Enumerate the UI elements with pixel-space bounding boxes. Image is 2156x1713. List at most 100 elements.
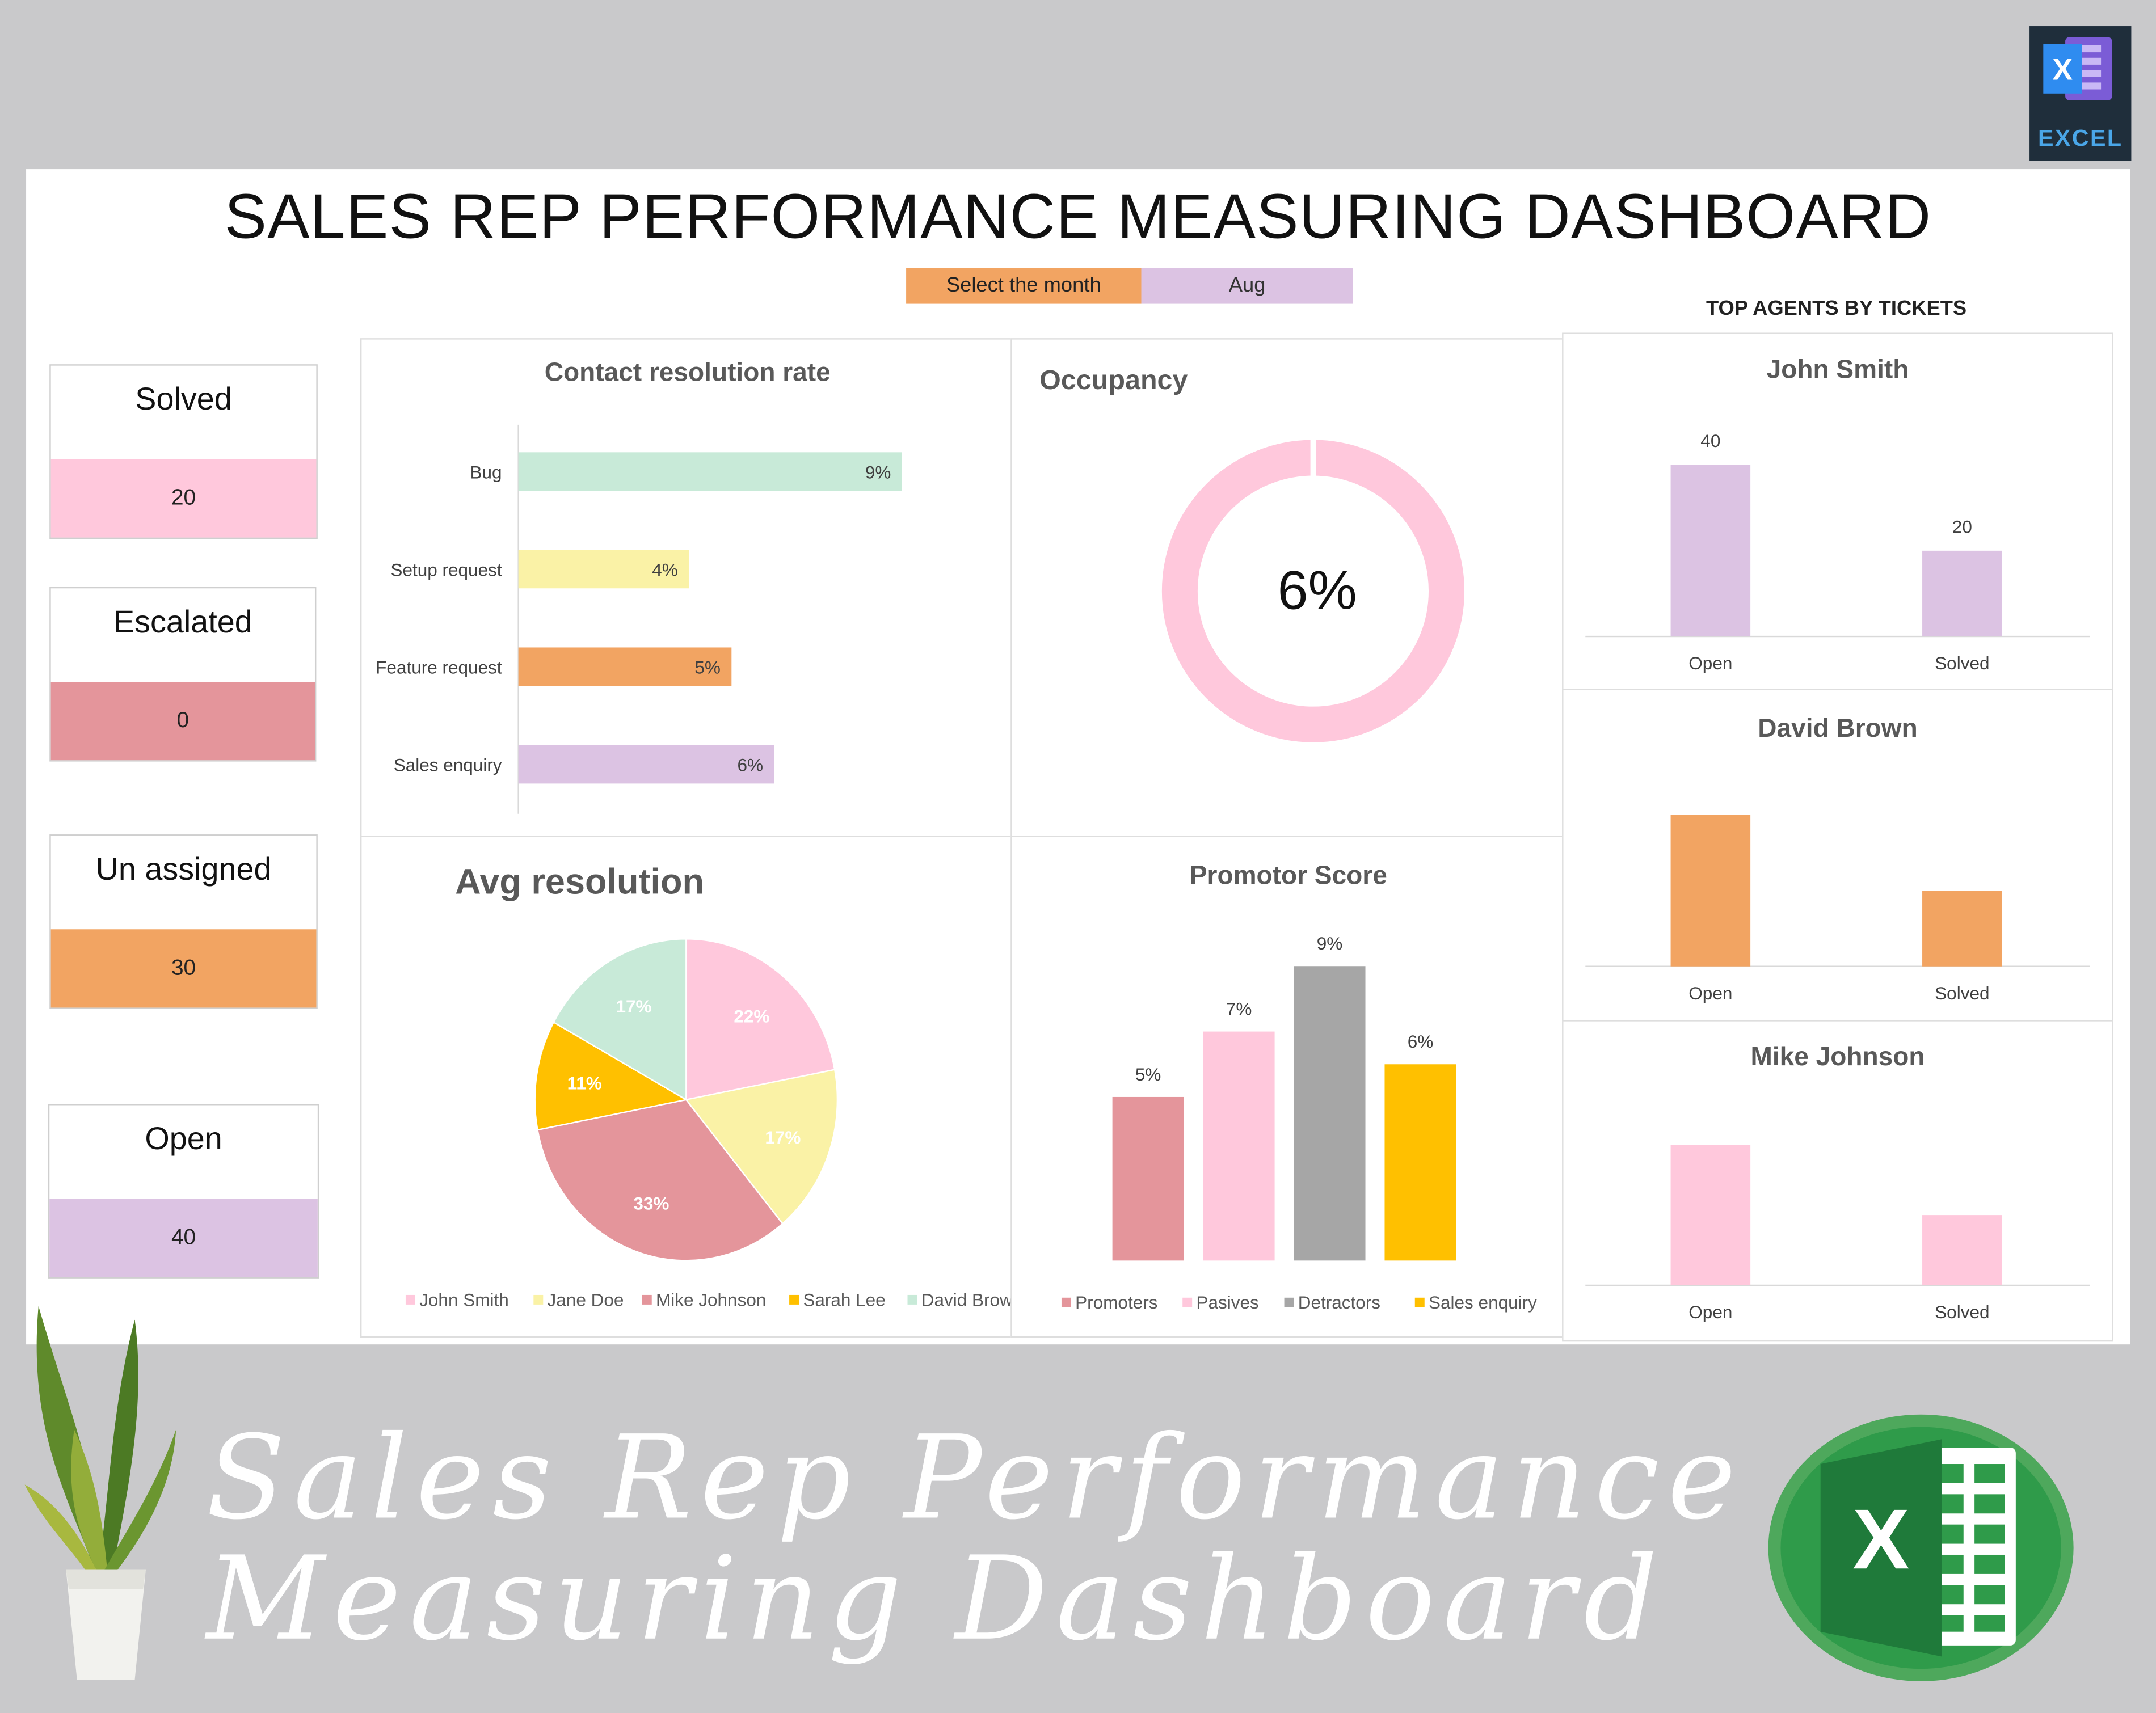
pie-slice-jane-doe: [685, 1069, 839, 1225]
chart-title: Avg resolution: [455, 860, 704, 902]
category-label: Open: [1688, 653, 1732, 673]
pie-slice-sarah-lee: [534, 1021, 688, 1131]
legend-label: Detractors: [1298, 1292, 1380, 1313]
bar-open: [1670, 465, 1751, 637]
kpi-value: 40: [49, 1199, 318, 1277]
pie-slice-mike-johnson: [537, 1099, 784, 1261]
legend-swatch: [533, 1294, 544, 1305]
chart-title: Occupancy: [1039, 365, 1188, 396]
bar-open: [1670, 1145, 1751, 1285]
banner-title-line1: Sales Rep Performance: [206, 1410, 1745, 1546]
data-label: 5%: [1135, 1064, 1161, 1085]
agent-name: John Smith: [1766, 356, 1909, 385]
donut-center-label: 6%: [1278, 559, 1357, 621]
kpi-value: 0: [50, 682, 315, 761]
excel-logo-icon: X: [1768, 1414, 2074, 1681]
bar-bug: [518, 452, 902, 491]
legend-label: Mike Johnson: [656, 1289, 766, 1310]
chart-title: Promotor Score: [1189, 862, 1387, 891]
contact-resolution-panel: Contact resolution rate Bug 9% Setup reque…: [360, 338, 1012, 837]
agent-chart-john-smith: 40 Open 20 Solved: [1585, 431, 2090, 673]
category-label: Solved: [1935, 653, 1989, 673]
legend-swatch: [642, 1294, 652, 1305]
category-label: Feature request: [376, 657, 502, 678]
category-label: Bug: [470, 462, 502, 482]
data-label: 9%: [1317, 933, 1343, 953]
agent-name: Mike Johnson: [1750, 1043, 1925, 1073]
legend-swatch: [789, 1294, 799, 1305]
kpi-card-open: Open 40: [48, 1104, 319, 1279]
kpi-card-unassigned: Un assigned 30: [49, 834, 318, 1009]
bar-open: [1670, 815, 1751, 967]
category-label: Solved: [1935, 1302, 1989, 1322]
promotor-score-panel: Promotor Score 5% 7% 9% 6% Promoters Pasives D…: [1010, 836, 1564, 1338]
bar-solved: [1922, 550, 2002, 637]
agent-panel-john-smith: John Smith 40 Open 20 Solved: [1562, 332, 2113, 690]
kpi-label: Un assigned: [95, 851, 272, 887]
excel-badge: X EXCEL: [2029, 26, 2132, 161]
contact-resolution-chart: Bug 9% Setup request 4% Feature request 5% Sal…: [376, 424, 902, 814]
avg-resolution-panel: Avg resolution 22% 17% 33% 11% 17% John Smith…: [360, 836, 1013, 1338]
data-label: 5%: [694, 657, 721, 678]
legend-label: Promoters: [1075, 1292, 1157, 1313]
page-title: SALES REP PERFORMANCE MEASURING DASHBOAR…: [224, 180, 1932, 252]
data-label: 40: [1700, 431, 1720, 451]
badge-label: EXCEL: [2038, 125, 2123, 151]
kpi-label: Escalated: [113, 603, 252, 639]
legend-swatch: [1061, 1297, 1071, 1307]
pie-data-label: 17%: [616, 996, 652, 1016]
data-label: 7%: [1226, 999, 1252, 1019]
donut-slice-gap: [1310, 436, 1316, 477]
category-label: Sales enquiry: [394, 755, 502, 775]
legend-label: Jane Doe: [548, 1289, 624, 1310]
data-label: 6%: [738, 755, 764, 775]
legend-swatch: [1182, 1297, 1193, 1307]
bar-solved: [1922, 1215, 2002, 1285]
data-label: 6%: [1408, 1031, 1434, 1052]
data-label: 9%: [865, 462, 891, 482]
pie-data-label: 17%: [765, 1127, 801, 1147]
svg-text:X: X: [2052, 53, 2073, 87]
agent-panel-david-brown: David Brown Open Solved: [1562, 689, 2113, 1022]
top-agents-title: TOP AGENTS BY TICKETS: [1706, 297, 1967, 320]
kpi-card-escalated: Escalated 0: [49, 587, 317, 762]
kpi-card-solved: Solved 20: [49, 364, 318, 539]
promotor-score-chart: 5% 7% 9% 6% Promoters Pasives Detractors Sales …: [1061, 933, 1537, 1313]
legend-label: John Smith: [419, 1289, 509, 1310]
agent-panel-mike-johnson: Mike Johnson Open Solved: [1562, 1020, 2113, 1342]
legend-label: Sarah Lee: [803, 1289, 885, 1310]
plant-decoration-icon: [24, 1306, 176, 1680]
month-selector-value[interactable]: Aug: [1141, 268, 1353, 304]
legend-swatch: [405, 1294, 415, 1305]
category-label: Open: [1688, 983, 1732, 1003]
legend-swatch: [1414, 1297, 1425, 1307]
excel-book-icon: X: [2043, 37, 2112, 100]
kpi-label: Open: [145, 1120, 222, 1157]
month-selector-label: Select the month: [906, 268, 1142, 304]
legend-label: Sales enquiry: [1429, 1292, 1537, 1313]
agent-chart-mike-johnson: Open Solved: [1585, 1145, 2090, 1322]
kpi-label: Solved: [135, 381, 232, 417]
agent-name: David Brown: [1758, 715, 1918, 744]
bar-sales-enquiry: [518, 745, 774, 784]
svg-text:X: X: [1852, 1491, 1909, 1587]
occupancy-panel: Occupancy 6%: [1010, 338, 1564, 837]
legend-label: David Brown: [921, 1289, 1013, 1310]
data-label: 20: [1952, 516, 1972, 537]
pie-slice-john-smith: [685, 938, 836, 1101]
banner-title-line2: Measuring Dashboard: [206, 1531, 1666, 1666]
bar-feature-request: [518, 647, 732, 686]
bar-setup-request: [518, 550, 689, 589]
bar-solved: [1922, 891, 2002, 967]
agent-chart-david-brown: Open Solved: [1585, 815, 2090, 1003]
avg-resolution-pie-chart: 22% 17% 33% 11% 17% John Smith Jane Doe Mike Jo…: [405, 938, 1013, 1310]
category-label: Open: [1688, 1302, 1732, 1322]
data-label: 4%: [652, 559, 678, 580]
legend-swatch: [1284, 1297, 1294, 1307]
bar-pasives: [1203, 1031, 1275, 1261]
chart-title: Contact resolution rate: [544, 358, 831, 388]
pie-data-label: 22%: [734, 1006, 769, 1026]
kpi-value: 20: [50, 459, 317, 538]
pie-data-label: 11%: [567, 1073, 602, 1094]
bar-promoters: [1112, 1096, 1184, 1261]
